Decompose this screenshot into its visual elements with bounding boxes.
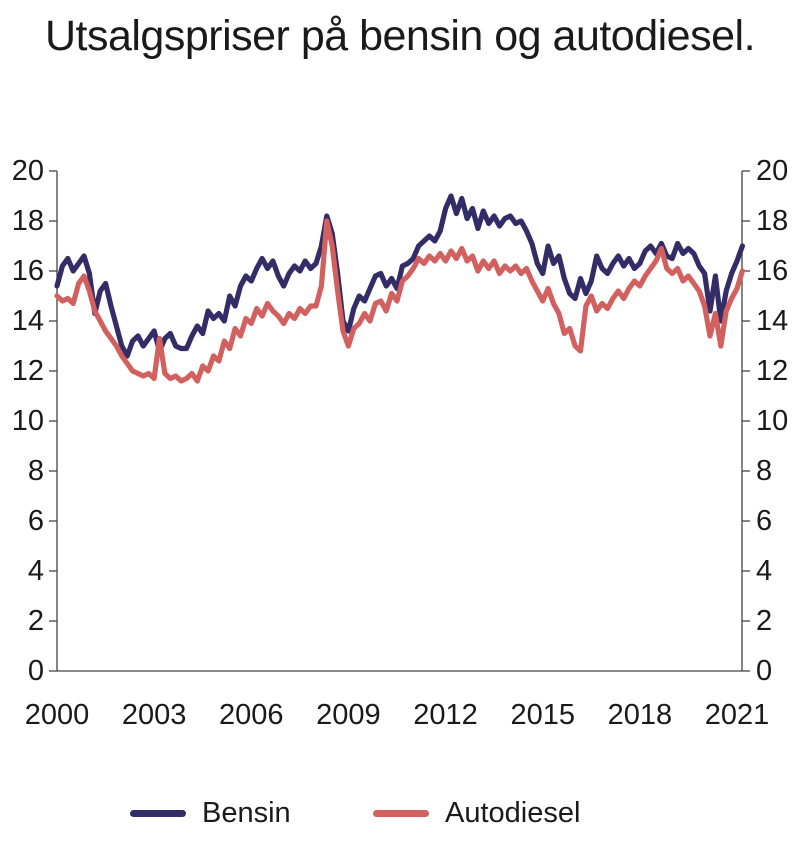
y-tick-label-right: 16: [756, 255, 788, 287]
y-tick-label-left: 2: [28, 605, 44, 637]
legend-label-autodiesel: Autodiesel: [445, 796, 581, 829]
x-tick-label: 2000: [25, 699, 90, 731]
y-tick-label-left: 12: [12, 355, 44, 387]
legend-label-bensin: Bensin: [202, 796, 291, 829]
legend: Bensin Autodiesel: [0, 796, 800, 830]
y-tick-label-right: 20: [756, 155, 788, 187]
x-tick-label: 2018: [608, 699, 673, 731]
y-tick-label-left: 10: [12, 405, 44, 437]
y-tick-label-right: 8: [756, 455, 772, 487]
y-tick-label-right: 0: [756, 655, 772, 687]
series-line-bensin: [54, 193, 746, 359]
y-tick-label-left: 20: [12, 155, 44, 187]
x-tick-label: 2003: [122, 699, 187, 731]
line-chart-canvas: 0 0 2 2 4 4 6 6 8 8 10 10 12 12 14 14 16 16 18 18 20 20 2000 20…: [12, 155, 789, 731]
y-tick-label-left: 14: [12, 305, 44, 337]
y-tick-label-left: 8: [28, 455, 44, 487]
bensin-line-swatch: [130, 809, 186, 817]
y-tick-label-right: 2: [756, 605, 772, 637]
y-tick-label-left: 0: [28, 655, 44, 687]
chart-title: Utsalgspriser på bensin og autodiesel.: [44, 12, 756, 60]
y-tick-label-right: 10: [756, 405, 788, 437]
series-line-autodiesel: [54, 218, 746, 384]
x-tick-label: 2009: [316, 699, 381, 731]
autodiesel-line-swatch: [373, 809, 429, 817]
legend-item-bensin: Bensin: [130, 796, 291, 830]
y-tick-label-right: 6: [756, 505, 772, 537]
y-tick-label-left: 4: [28, 555, 44, 587]
y-tick-label-left: 16: [12, 255, 44, 287]
y-tick-label-right: 18: [756, 205, 788, 237]
y-tick-label-right: 14: [756, 305, 788, 337]
x-tick-label: 2015: [510, 699, 575, 731]
legend-item-autodiesel: Autodiesel: [373, 796, 580, 830]
x-tick-label: 2021: [705, 699, 770, 731]
y-tick-label-right: 4: [756, 555, 772, 587]
y-tick-label-left: 6: [28, 505, 44, 537]
x-tick-label: 2012: [413, 699, 478, 731]
y-tick-label-left: 18: [12, 205, 44, 237]
x-tick-label: 2006: [219, 699, 284, 731]
y-tick-label-right: 12: [756, 355, 788, 387]
